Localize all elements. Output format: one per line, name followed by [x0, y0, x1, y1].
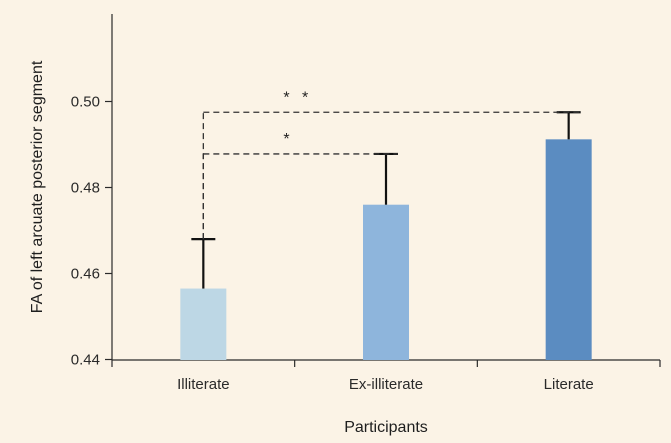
bar — [363, 204, 409, 360]
y-tick-label: 0.46 — [71, 266, 100, 283]
significance-label: * — [283, 131, 293, 148]
y-axis-title: FA of left arcuate posterior segment — [29, 60, 46, 313]
y-tick-label: 0.44 — [71, 352, 100, 369]
significance-annotations: * * * — [202, 89, 581, 240]
significance-label: * * — [283, 89, 312, 106]
x-tick-label: Literate — [544, 376, 594, 393]
bar — [180, 288, 227, 360]
y-tick-label: 0.50 — [71, 94, 100, 111]
bars — [180, 139, 592, 360]
x-axis-title: Participants — [344, 419, 428, 436]
x-ticks: Illiterate Ex-illiterate Literate — [111, 360, 661, 393]
y-tick-label: 0.48 — [71, 180, 100, 197]
x-tick-label: Ex-illiterate — [349, 376, 423, 393]
bar — [545, 139, 592, 360]
y-ticks: 0.44 0.46 0.48 0.50 — [71, 94, 112, 369]
x-tick-label: Illiterate — [177, 376, 230, 393]
